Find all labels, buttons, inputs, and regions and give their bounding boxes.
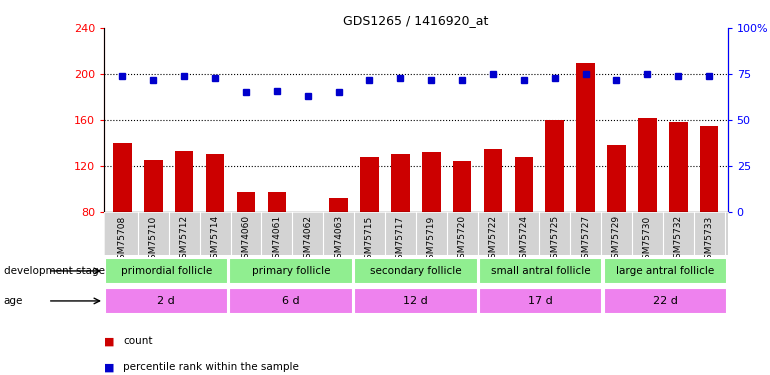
Text: GSM75719: GSM75719 [427, 215, 436, 265]
Bar [360, 157, 379, 212]
Bar [422, 152, 440, 212]
Bar [484, 149, 502, 212]
Bar [453, 161, 471, 212]
Bar [175, 151, 193, 212]
Text: count: count [123, 336, 152, 346]
Bar [608, 145, 626, 212]
Text: GSM75733: GSM75733 [705, 215, 714, 265]
Text: age: age [4, 296, 23, 306]
Text: GSM75708: GSM75708 [118, 215, 127, 265]
Bar [354, 288, 477, 314]
Text: primordial follicle: primordial follicle [121, 266, 212, 276]
Bar [105, 288, 228, 314]
Bar [105, 258, 228, 284]
Text: large antral follicle: large antral follicle [616, 266, 715, 276]
Text: 17 d: 17 d [528, 296, 553, 306]
Text: ■: ■ [104, 336, 115, 346]
Text: small antral follicle: small antral follicle [490, 266, 591, 276]
Bar [638, 118, 657, 212]
Bar [229, 288, 353, 314]
Text: GSM75729: GSM75729 [612, 215, 621, 264]
Text: development stage: development stage [4, 266, 105, 276]
Text: GSM74061: GSM74061 [273, 215, 281, 264]
Text: GSM75715: GSM75715 [365, 215, 374, 265]
Text: GSM75732: GSM75732 [674, 215, 683, 264]
Text: GSM74062: GSM74062 [303, 215, 312, 264]
Text: GSM75727: GSM75727 [581, 215, 590, 264]
Bar [514, 157, 533, 212]
Text: 2 d: 2 d [157, 296, 176, 306]
Bar [700, 126, 718, 212]
Text: GSM74063: GSM74063 [334, 215, 343, 264]
Text: GSM75714: GSM75714 [211, 215, 219, 264]
Text: secondary follicle: secondary follicle [370, 266, 461, 276]
Bar [354, 258, 477, 284]
Bar [113, 143, 132, 212]
Text: 6 d: 6 d [283, 296, 300, 306]
Text: GSM75722: GSM75722 [488, 215, 497, 264]
Text: 22 d: 22 d [653, 296, 678, 306]
Bar [604, 258, 727, 284]
Text: GSM75725: GSM75725 [551, 215, 559, 264]
Bar [236, 192, 255, 212]
Text: GSM75710: GSM75710 [149, 215, 158, 265]
Bar [299, 212, 317, 213]
Text: percentile rank within the sample: percentile rank within the sample [123, 363, 299, 372]
Bar [144, 160, 162, 212]
Text: ■: ■ [104, 363, 115, 372]
Text: GSM75730: GSM75730 [643, 215, 652, 265]
Bar [206, 154, 224, 212]
Bar [604, 288, 727, 314]
Bar [330, 198, 348, 212]
Text: GSM74060: GSM74060 [242, 215, 250, 264]
Text: 12 d: 12 d [403, 296, 428, 306]
Text: GSM75717: GSM75717 [396, 215, 405, 265]
Bar [545, 120, 564, 212]
Text: GSM75724: GSM75724 [520, 215, 528, 264]
Bar [268, 192, 286, 212]
Bar [391, 154, 410, 212]
Bar [479, 288, 602, 314]
Text: GSM75712: GSM75712 [179, 215, 189, 264]
Bar [577, 63, 595, 212]
Bar [669, 122, 688, 212]
Title: GDS1265 / 1416920_at: GDS1265 / 1416920_at [343, 14, 488, 27]
Bar [229, 258, 353, 284]
Bar [479, 258, 602, 284]
Text: primary follicle: primary follicle [252, 266, 330, 276]
Text: GSM75720: GSM75720 [457, 215, 467, 264]
